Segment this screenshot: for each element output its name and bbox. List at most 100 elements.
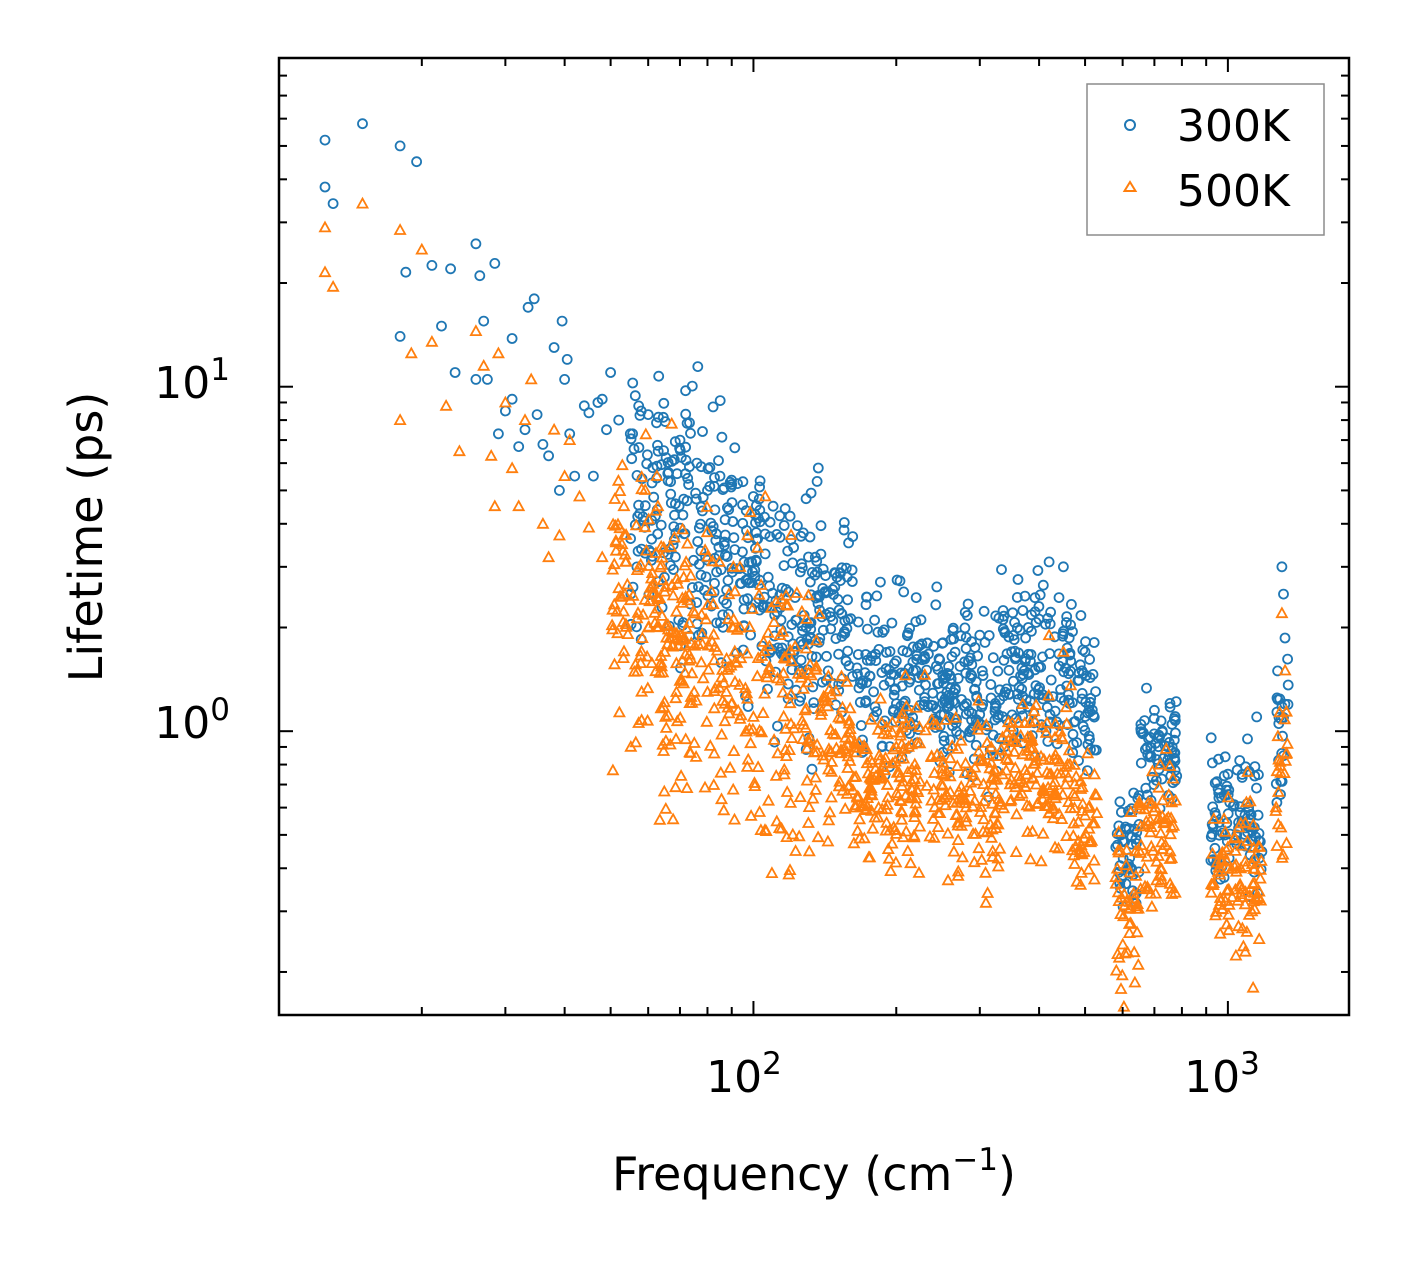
data-point-500k [1015,786,1029,799]
data-point-500k [563,433,577,445]
data-point-500k [1129,869,1143,881]
data-point-500k [1082,862,1096,875]
data-point-500k [634,557,648,570]
data-point-500k [895,720,909,733]
data-point-300k [847,531,859,542]
data-point-300k [658,445,669,457]
data-point-500k [1222,882,1236,895]
data-point-500k [1111,885,1125,898]
data-point-500k [913,819,927,832]
data-point-500k [698,780,712,793]
data-point-500k [757,644,771,656]
data-point-300k [723,504,735,516]
data-point-300k [974,709,986,720]
data-point-500k [943,751,957,764]
data-point-500k [959,810,973,823]
data-point-300k [952,673,964,684]
data-point-300k [1023,669,1035,680]
data-point-500k [966,799,980,812]
data-point-500k [609,543,623,556]
data-point-500k [675,522,690,535]
data-point-500k [783,863,797,875]
data-point-500k [621,627,635,639]
data-point-300k [1009,617,1020,628]
data-point-500k [951,741,965,754]
data-point-500k [1152,810,1166,823]
data-point-500k [899,699,913,712]
data-point-300k [1228,799,1240,810]
data-point-500k [1062,743,1076,756]
data-point-500k [846,783,860,795]
data-point-500k [1089,788,1104,801]
data-point-300k [519,424,531,436]
data-point-300k [764,531,776,542]
data-point-500k [1137,802,1152,815]
data-point-300k [613,414,625,426]
data-point-300k [1155,715,1167,727]
data-point-500k [1239,795,1253,808]
data-point-500k [715,727,729,740]
data-point-300k [846,576,858,587]
data-point-300k [561,353,573,365]
data-point-500k [964,765,978,778]
data-point-500k [871,722,885,735]
data-point-500k [1044,767,1058,779]
data-point-500k [1221,861,1235,874]
data-point-300k [748,491,759,502]
data-point-300k [809,551,821,563]
data-point-500k [1029,777,1043,790]
data-point-500k [821,762,836,775]
data-point-500k [1163,827,1178,840]
data-point-300k [394,330,406,342]
data-point-500k [726,782,740,795]
data-point-500k [1051,841,1066,854]
data-point-300k [711,617,722,629]
data-point-500k [904,737,919,750]
data-point-500k [611,626,625,639]
data-point-300k [737,476,749,488]
data-point-500k [657,695,672,708]
data-point-300k [1017,605,1029,616]
data-point-500k [1205,846,1220,859]
data-point-500k [1273,755,1287,767]
data-point-300k [470,238,482,250]
data-point-300k [860,649,872,660]
data-point-500k [605,618,619,631]
data-point-500k [1027,704,1041,717]
data-point-500k [762,663,776,675]
data-point-500k [803,731,817,744]
data-point-500k [972,744,986,757]
data-point-300k [797,527,809,539]
data-point-500k [860,756,874,769]
data-point-300k [1063,668,1074,680]
data-point-500k [720,651,734,664]
data-point-300k [658,397,670,409]
data-point-500k [889,855,903,868]
data-point-300k [633,442,645,453]
data-point-500k [1274,765,1288,778]
data-point-500k [654,655,668,668]
data-point-500k [1117,999,1131,1012]
data-point-300k [1034,589,1046,601]
data-point-500k [1247,840,1261,853]
data-point-500k [669,604,683,617]
data-point-500k [606,517,620,530]
data-point-500k [940,787,954,800]
data-point-500k [665,630,679,643]
data-point-500k [1159,742,1173,754]
data-point-300k [998,610,1010,622]
data-point-500k [498,395,512,408]
data-point-300k [860,599,872,611]
data-point-500k [680,781,694,793]
data-point-500k [1026,757,1041,769]
data-point-300k [1033,661,1045,673]
data-point-300k [857,675,869,687]
data-point-300k [890,655,902,667]
data-point-300k [792,520,803,531]
data-point-300k [662,468,674,479]
data-point-300k [836,631,848,642]
data-point-300k [1123,823,1135,834]
x-tick-label-100: 102 [706,1046,782,1103]
data-point-500k [675,596,690,608]
data-point-300k [1169,752,1180,764]
